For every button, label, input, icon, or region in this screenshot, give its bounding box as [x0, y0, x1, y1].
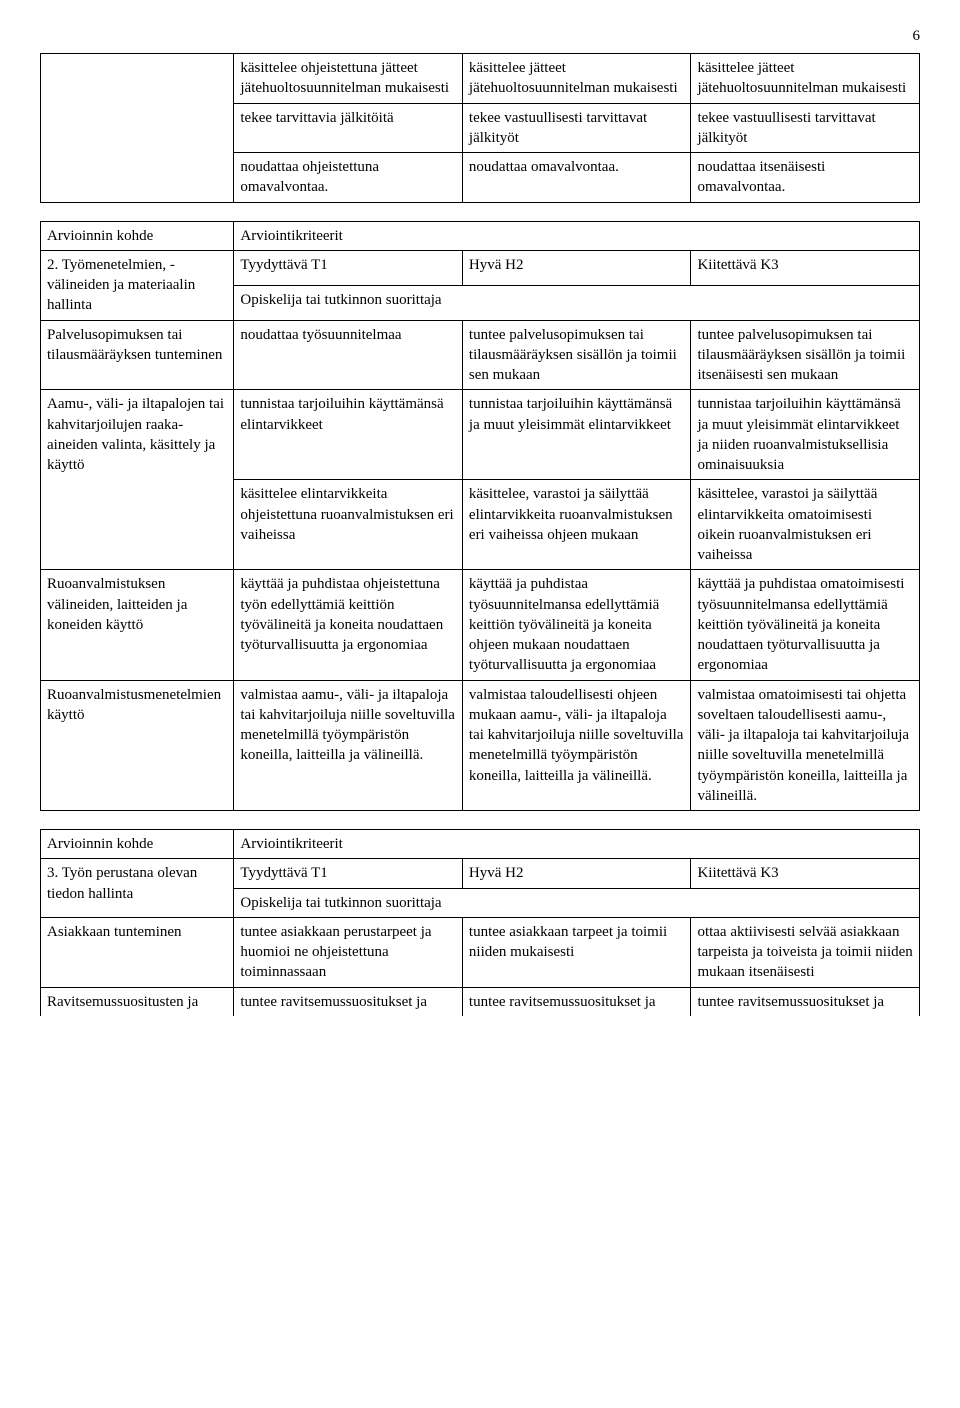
cell: tunnistaa tarjoiluihin käyttämänsä ja mu… — [691, 390, 920, 480]
cell: käsittelee elintarvikkeita ohjeistettuna… — [234, 480, 463, 570]
cell: tuntee ravitsemussuositukset ja — [462, 987, 691, 1016]
cell: Tyydyttävä T1 — [234, 859, 463, 888]
cell: noudattaa työsuunnitelmaa — [234, 320, 463, 390]
header-cell: Arviointikriteerit — [234, 221, 920, 250]
table-row: käsittelee ohjeistettuna jätteet jätehuo… — [41, 54, 920, 104]
table-row: 2. Työmenetelmien, -välineiden ja materi… — [41, 250, 920, 285]
cell: tunnistaa tarjoiluihin käyttämänsä ja mu… — [462, 390, 691, 480]
cell: Hyvä H2 — [462, 859, 691, 888]
table-row: Aamu-, väli- ja iltapalojen tai kahvitar… — [41, 390, 920, 480]
cell: Ravitsemussuositusten ja — [41, 987, 234, 1016]
cell: Asiakkaan tunteminen — [41, 917, 234, 987]
cell: Aamu-, väli- ja iltapalojen tai kahvitar… — [41, 390, 234, 570]
cell: tuntee ravitsemussuositukset ja — [691, 987, 920, 1016]
cell: tekee vastuullisesti tarvittavat jälkity… — [462, 103, 691, 153]
cell: noudattaa itsenäisesti omavalvontaa. — [691, 153, 920, 203]
cell: Ruoanvalmistusmenetelmien käyttö — [41, 680, 234, 811]
cell: Tyydyttävä T1 — [234, 250, 463, 285]
cell: Kiitettävä K3 — [691, 250, 920, 285]
table-row: Palvelusopimuksen tai tilausmääräyksen t… — [41, 320, 920, 390]
table-1: käsittelee ohjeistettuna jätteet jätehuo… — [40, 53, 920, 203]
cell: valmistaa taloudellisesti ohjeen mukaan … — [462, 680, 691, 811]
table-row: Ruoanvalmistusmenetelmien käyttö valmist… — [41, 680, 920, 811]
cell — [41, 54, 234, 203]
cell: tuntee ravitsemussuositukset ja — [234, 987, 463, 1016]
cell: tunnistaa tarjoiluihin käyttämänsä elint… — [234, 390, 463, 480]
cell: Hyvä H2 — [462, 250, 691, 285]
cell: tuntee asiakkaan tarpeet ja toimii niide… — [462, 917, 691, 987]
cell: käsittelee jätteet jätehuoltosuunnitelma… — [691, 54, 920, 104]
cell: ottaa aktiivisesti selvää asiakkaan tarp… — [691, 917, 920, 987]
table-2: Arvioinnin kohde Arviointikriteerit 2. T… — [40, 221, 920, 812]
table-row: Ruoanvalmistuksen välineiden, laitteiden… — [41, 570, 920, 680]
header-cell: Arvioinnin kohde — [41, 830, 234, 859]
cell: Kiitettävä K3 — [691, 859, 920, 888]
cell: käsittelee ohjeistettuna jätteet jätehuo… — [234, 54, 463, 104]
cell: Opiskelija tai tutkinnon suorittaja — [234, 285, 920, 320]
cell: tekee tarvittavia jälkitöitä — [234, 103, 463, 153]
table-row: Arvioinnin kohde Arviointikriteerit — [41, 830, 920, 859]
cell: tekee vastuullisesti tarvittavat jälkity… — [691, 103, 920, 153]
cell: tuntee palvelusopimuksen tai tilausmäärä… — [462, 320, 691, 390]
cell: valmistaa omatoimisesti tai ohjetta sove… — [691, 680, 920, 811]
cell: käyttää ja puhdistaa omatoimisesti työsu… — [691, 570, 920, 680]
cell: Opiskelija tai tutkinnon suorittaja — [234, 888, 920, 917]
cell: noudattaa omavalvontaa. — [462, 153, 691, 203]
header-cell: Arvioinnin kohde — [41, 221, 234, 250]
cell: käyttää ja puhdistaa ohjeistettuna työn … — [234, 570, 463, 680]
cell: Palvelusopimuksen tai tilausmääräyksen t… — [41, 320, 234, 390]
cell: 3. Työn perustana olevan tiedon hallinta — [41, 859, 234, 918]
cell: noudattaa ohjeistettuna omavalvontaa. — [234, 153, 463, 203]
page-number: 6 — [40, 28, 920, 45]
cell: käsittelee, varastoi ja säilyttää elinta… — [691, 480, 920, 570]
table-row: 3. Työn perustana olevan tiedon hallinta… — [41, 859, 920, 888]
table-row: Asiakkaan tunteminen tuntee asiakkaan pe… — [41, 917, 920, 987]
cell: käsittelee jätteet jätehuoltosuunnitelma… — [462, 54, 691, 104]
cell: tuntee palvelusopimuksen tai tilausmäärä… — [691, 320, 920, 390]
cell: 2. Työmenetelmien, -välineiden ja materi… — [41, 250, 234, 320]
cell: Ruoanvalmistuksen välineiden, laitteiden… — [41, 570, 234, 680]
table-row: Arvioinnin kohde Arviointikriteerit — [41, 221, 920, 250]
cell: tuntee asiakkaan perustarpeet ja huomioi… — [234, 917, 463, 987]
table-3: Arvioinnin kohde Arviointikriteerit 3. T… — [40, 829, 920, 1016]
table-row: Ravitsemussuositusten ja tuntee ravitsem… — [41, 987, 920, 1016]
cell: valmistaa aamu-, väli- ja iltapaloja tai… — [234, 680, 463, 811]
header-cell: Arviointikriteerit — [234, 830, 920, 859]
cell: käsittelee, varastoi ja säilyttää elinta… — [462, 480, 691, 570]
cell: käyttää ja puhdistaa työsuunnitelmansa e… — [462, 570, 691, 680]
